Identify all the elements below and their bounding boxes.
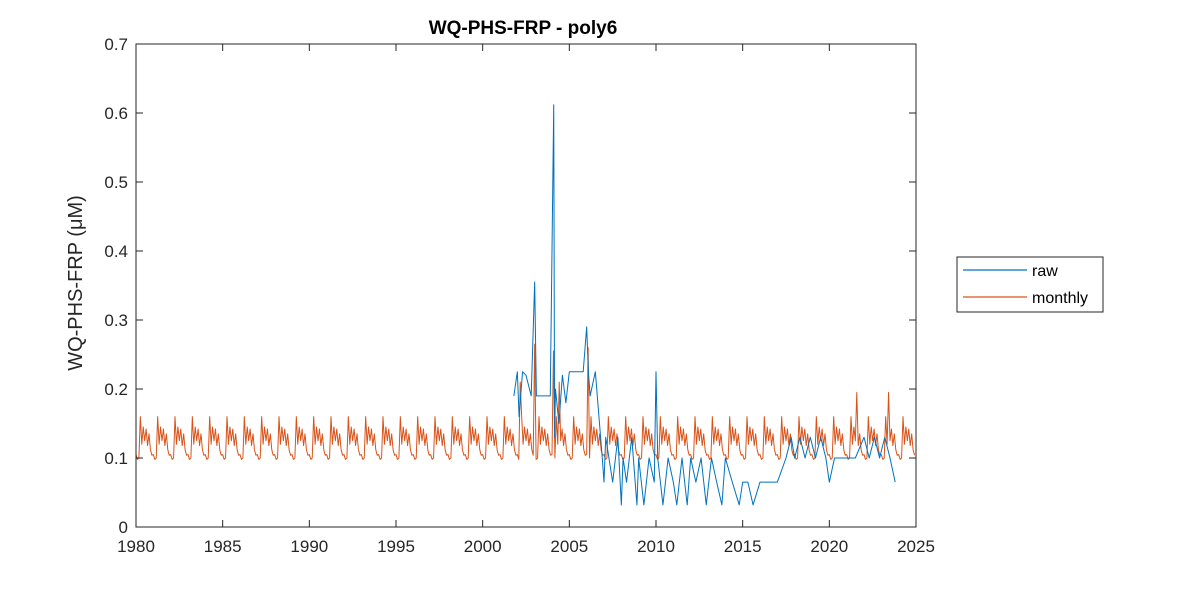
y-tick-label: 0.5 [104, 173, 128, 192]
legend-raw-label: raw [1032, 263, 1058, 280]
x-tick-label: 1985 [204, 537, 242, 556]
chart-title: WQ-PHS-FRP - poly6 [429, 18, 618, 39]
y-axis-label: WQ-PHS-FRP (μM) [65, 195, 87, 371]
raw-series-line [513, 104, 896, 506]
x-tick-label: 1980 [117, 537, 155, 556]
y-tick-label: 0.2 [104, 380, 128, 399]
y-tick-label: 0.6 [104, 104, 128, 123]
x-tick-label: 2015 [724, 537, 762, 556]
x-tick-label: 1995 [377, 537, 415, 556]
legend: raw monthly [956, 256, 1104, 313]
y-tick-label: 0.7 [104, 35, 128, 54]
x-tick-label: 2020 [810, 537, 848, 556]
legend-box [956, 256, 1104, 313]
y-tick-label: 0.1 [104, 449, 128, 468]
x-tick-label: 2000 [464, 537, 502, 556]
y-tick-label: 0 [119, 518, 128, 537]
legend-monthly-label: monthly [1032, 290, 1088, 307]
x-tick-label: 2005 [550, 537, 588, 556]
x-tick-label: 2010 [637, 537, 675, 556]
y-tick-label: 0.3 [104, 311, 128, 330]
y-tick-label: 0.4 [104, 242, 128, 261]
axes-box [135, 43, 917, 528]
axes: 1980 1985 1990 1995 2000 2005 2010 2015 2020 2025… [104, 35, 935, 556]
x-tick-label: 1990 [290, 537, 328, 556]
monthly-series-line [136, 343, 916, 460]
x-tick-label: 2025 [897, 537, 935, 556]
plot-area [136, 104, 916, 506]
